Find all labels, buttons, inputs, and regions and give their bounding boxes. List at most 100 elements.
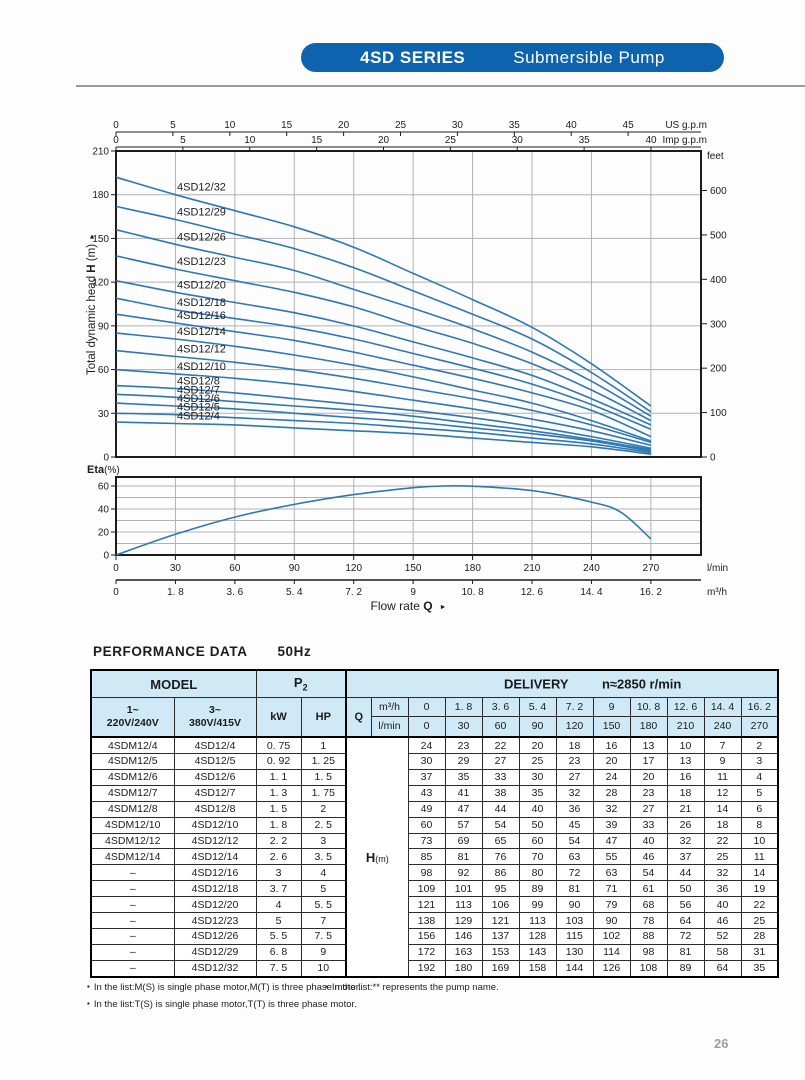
svg-text:100: 100 <box>710 408 727 419</box>
table-cell: 7. 5 <box>255 959 302 978</box>
lmin-value: 90 <box>531 720 544 732</box>
pump-curve <box>115 393 652 451</box>
svg-text:30: 30 <box>98 409 110 420</box>
table-cell: 27 <box>481 753 520 770</box>
svg-text:35: 35 <box>579 135 591 146</box>
table-cell: 18 <box>703 816 742 834</box>
table-cell: 4SD12/10 <box>173 816 257 834</box>
three-phase-line2: 380V/415V <box>189 717 241 729</box>
table-cell: 158 <box>518 959 557 978</box>
delivery-flow-column-header: 5. 4 90 <box>518 697 557 738</box>
curve-label: 4SD12/18 <box>177 297 226 309</box>
table-cell: 13 <box>666 753 705 770</box>
lmin-value: 270 <box>750 720 769 732</box>
table-cell: 86 <box>481 864 520 882</box>
table-row: –4SD12/26 5. 5 7. 5 156 146 137 128 115 102 88 72 5… <box>90 927 779 945</box>
table-cell: 40 <box>518 800 557 818</box>
svg-text:0: 0 <box>113 587 119 598</box>
table-cell: 3 <box>740 753 779 770</box>
table-cell: 37 <box>407 768 446 786</box>
pump-curve <box>115 421 651 455</box>
table-cell: 109 <box>407 880 446 898</box>
svg-text:150: 150 <box>405 563 422 574</box>
svg-text:15: 15 <box>281 120 293 131</box>
table-cell: 115 <box>555 927 594 945</box>
table-cell: 4SDM12/14 <box>90 848 175 866</box>
flow-rate-axis-title: Flow rate Q ► <box>371 599 447 613</box>
svg-text:15: 15 <box>311 135 323 146</box>
svg-text:210: 210 <box>92 147 109 158</box>
delivery-label: DELIVERY <box>504 676 569 692</box>
curve-label: 4SD12/6 <box>177 393 220 405</box>
table-cell: 4SD12/6 <box>173 768 257 786</box>
table-cell: 2 <box>300 800 347 818</box>
table-cell: 20 <box>629 768 668 786</box>
table-row: 4SDM12/4 4SD12/4 0. 75 1 H(m) 24 23 22 20 18 16 13 1… <box>90 736 779 978</box>
table-cell: – <box>90 959 175 978</box>
table-cell: 69 <box>444 832 483 850</box>
svg-text:20: 20 <box>338 120 350 131</box>
svg-text:60: 60 <box>98 365 110 376</box>
table-cell: 4SD12/8 <box>173 800 257 818</box>
table-cell: 33 <box>629 816 668 834</box>
table-cell: 28 <box>592 784 631 802</box>
table-cell: 92 <box>444 864 483 882</box>
header-divider <box>76 85 805 87</box>
table-cell: 16 <box>592 736 631 755</box>
lmin-value: 120 <box>565 720 584 732</box>
table-cell: – <box>90 927 175 945</box>
lmin-value: 30 <box>457 720 470 732</box>
lmin-value: 0 <box>423 720 430 732</box>
table-cell: 146 <box>444 927 483 945</box>
m3h-value: 14. 4 <box>705 698 741 717</box>
table-cell: 85 <box>407 848 446 866</box>
performance-table: MODEL P2 DELIVERY n≈2850 r/min 1~ 220V/2… <box>90 669 780 978</box>
table-cell: 130 <box>555 943 594 961</box>
table-cell: 114 <box>592 943 631 961</box>
table-cell: 27 <box>629 800 668 818</box>
svg-text:120: 120 <box>92 278 109 289</box>
table-row: –4SD12/20 4 5. 5 121 113 106 99 90 79 68 56 40 22 <box>90 896 779 914</box>
table-cell: 5. 5 <box>255 927 302 945</box>
table-cell: 5 <box>300 880 347 898</box>
table-cell: 18 <box>666 784 705 802</box>
table-cell: 180 <box>444 959 483 978</box>
table-cell: 63 <box>592 864 631 882</box>
table-cell: 4SD12/14 <box>173 848 257 866</box>
svg-text:0: 0 <box>113 135 119 146</box>
table-cell: 14 <box>740 864 779 882</box>
delivery-flow-column-header: 3. 6 60 <box>481 697 520 738</box>
curve-label: 4SD12/29 <box>177 206 226 218</box>
table-cell: 43 <box>407 784 446 802</box>
table-cell: 24 <box>592 768 631 786</box>
table-cell: 23 <box>555 753 594 770</box>
curve-label: 4SD12/8 <box>177 376 220 388</box>
table-cell: 3 <box>300 832 347 850</box>
table-cell: 25 <box>703 848 742 866</box>
us-gpm-axis-label: US g.p.m <box>665 120 707 131</box>
pump-curve <box>115 228 652 417</box>
svg-text:120: 120 <box>345 563 362 574</box>
delivery-flow-column-header: 16. 2 270 <box>740 697 779 738</box>
svg-text:0: 0 <box>113 120 119 131</box>
table-cell: 4SD12/20 <box>173 896 257 914</box>
svg-text:25: 25 <box>445 135 457 146</box>
footnote-bullet: ▪ <box>87 999 90 1008</box>
curve-label: 4SD12/7 <box>177 384 220 396</box>
svg-text:270: 270 <box>643 563 660 574</box>
table-cell: 10 <box>666 736 705 755</box>
table-cell: 81 <box>666 943 705 961</box>
pump-curve <box>115 384 652 450</box>
svg-text:45: 45 <box>623 120 635 131</box>
svg-text:0: 0 <box>113 563 119 574</box>
single-phase-line2: 220V/240V <box>106 717 159 729</box>
speed-label: n≈2850 r/min <box>601 676 682 692</box>
svg-text:5: 5 <box>170 120 176 131</box>
table-cell: 108 <box>629 959 668 978</box>
svg-text:5: 5 <box>180 135 186 146</box>
curve-label: 4SD12/20 <box>177 279 226 291</box>
h-label-base: H <box>365 849 376 865</box>
svg-text:0: 0 <box>103 551 109 562</box>
table-cell: 61 <box>629 880 668 898</box>
svg-text:150: 150 <box>92 234 109 245</box>
